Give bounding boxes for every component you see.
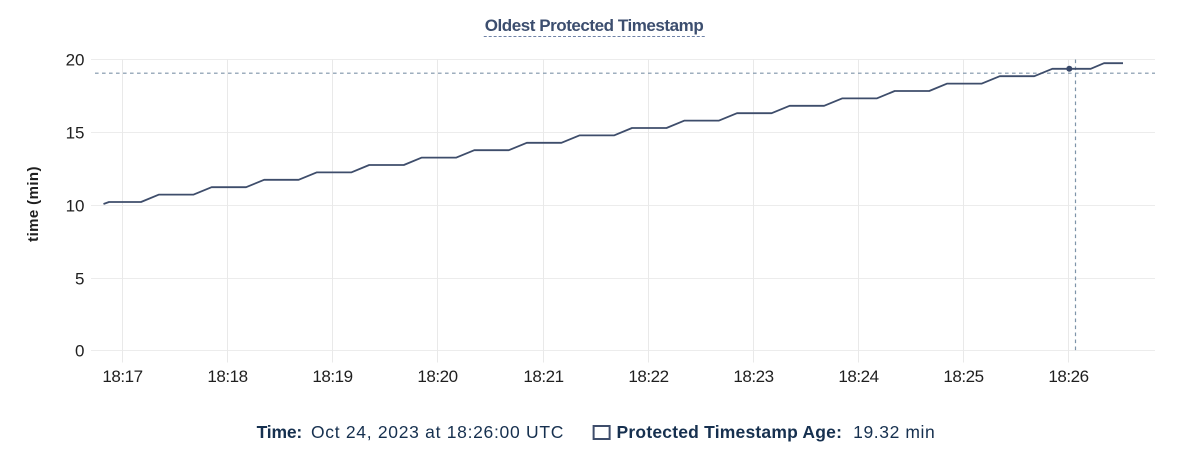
svg-text:18:19: 18:19 xyxy=(312,367,352,386)
svg-text:18:17: 18:17 xyxy=(102,367,142,386)
svg-text:18:25: 18:25 xyxy=(943,367,983,386)
svg-text:18:18: 18:18 xyxy=(207,367,247,386)
svg-text:5: 5 xyxy=(75,270,84,289)
svg-text:18:20: 18:20 xyxy=(417,367,457,386)
svg-text:20: 20 xyxy=(66,51,85,70)
svg-text:18:22: 18:22 xyxy=(628,367,668,386)
svg-text:18:23: 18:23 xyxy=(733,367,773,386)
svg-text:18:24: 18:24 xyxy=(838,367,878,386)
svg-text:10: 10 xyxy=(66,197,85,216)
svg-text:15: 15 xyxy=(66,124,85,143)
svg-text:time (min): time (min) xyxy=(25,166,42,242)
svg-text:18:21: 18:21 xyxy=(523,367,563,386)
svg-text:18:26: 18:26 xyxy=(1048,367,1088,386)
svg-text:0: 0 xyxy=(75,342,84,361)
